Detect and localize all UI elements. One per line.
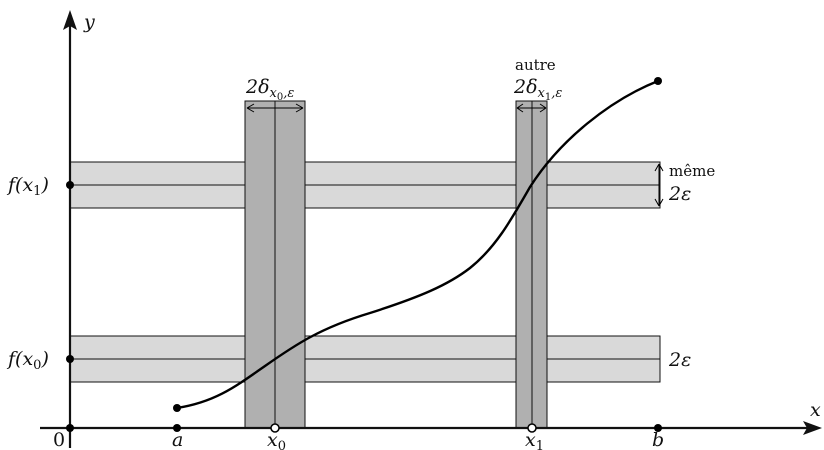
label-f-x1: f(x1) [6,174,49,199]
label-x1-sub: 1 [536,439,544,450]
label-x1-base: x [525,429,536,450]
x-axis-arrowhead [803,421,822,435]
delta-x0-subsub: 0 [277,92,283,103]
label-x0-base: x [267,429,278,450]
y-axis-label: y [83,11,95,33]
x-axis-label: x [810,399,821,421]
delta-x1-subsub: 1 [545,92,551,103]
label-f-x1-sub: 1 [33,184,41,199]
delta-x0-sub: x [270,86,278,101]
x-axis [40,421,822,435]
delta-x0-width-arrow [246,103,304,113]
curve-end-point [654,77,662,85]
point-x0 [270,423,280,433]
label-f-x0-close: ) [40,348,48,370]
delta-x1-label: 2δx1,ε [513,76,562,103]
epsilon-bottom-label: 2ε [668,349,691,371]
label-b: b [652,429,664,450]
epsilon-height-arrow [654,163,664,207]
label-a: a [172,429,183,450]
label-f-x1-close: ) [40,174,48,196]
delta-x1-tail: ,ε [551,86,562,101]
epsilon-top-label: 2ε [668,183,691,205]
delta-x0-prefix: 2δ [245,76,270,98]
band-delta-x0 [244,100,306,429]
band-f-x0 [69,335,661,383]
point-f-x1 [66,181,74,189]
label-f-x0: f(x0) [6,348,49,373]
delta-x0-tail: ,ε [283,86,294,101]
delta-x0-label: 2δx0,ε [245,76,294,103]
epsilon-top-word: même [669,162,715,180]
y-axis [63,10,77,448]
label-x0-sub: 0 [278,439,286,450]
delta-x1-sub: x [538,86,546,101]
label-f-x0-base: f(x [6,348,33,370]
delta-x1-prefix: 2δ [513,76,538,98]
label-f-x0-sub: 0 [33,358,41,373]
y-axis-arrowhead [63,10,77,30]
delta-x1-width-arrow [516,103,547,113]
curve-start-point [173,404,181,412]
delta-x1-word: autre [515,56,556,74]
point-b [654,424,662,432]
origin-point [66,424,74,432]
point-x1 [527,423,537,433]
point-f-x0 [66,355,74,363]
function-curve [176,79,659,410]
point-a [173,424,181,432]
label-x0: x0 [267,429,286,450]
origin-label: 0 [53,429,65,450]
band-delta-x1 [515,100,548,429]
label-f-x1-base: f(x [6,174,33,196]
label-x1: x1 [525,429,544,450]
band-f-x1 [69,161,661,209]
